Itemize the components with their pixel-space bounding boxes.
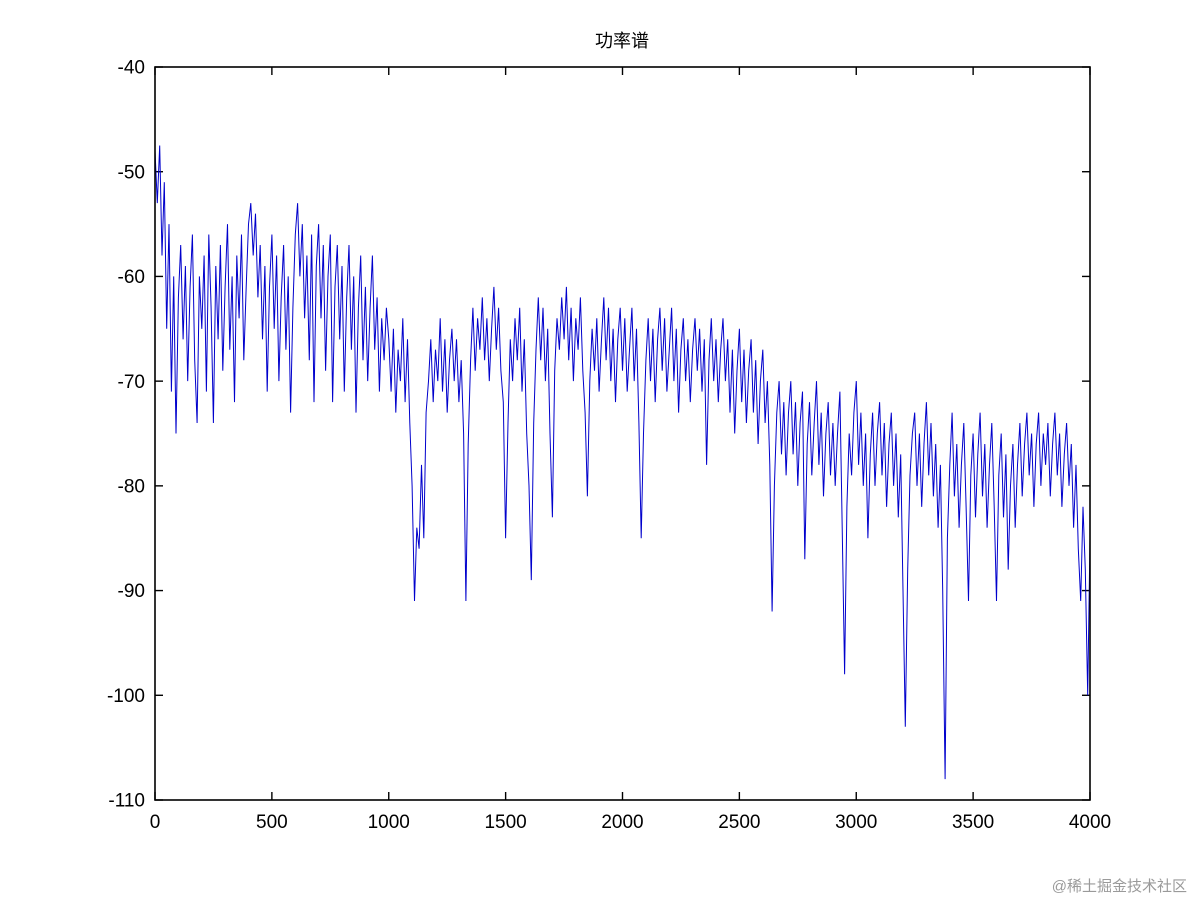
axis-tick-labels: 0 500 1000 1500 2000 2500 3000 3500 4000 -110 -100… — [107, 58, 1111, 833]
x-tick-label: 2500 — [718, 812, 760, 833]
y-tick-label: -80 — [118, 477, 145, 498]
x-tick-label: 3500 — [952, 812, 994, 833]
plot-area-box — [154, 66, 1091, 801]
spectrum-line — [154, 145, 1091, 780]
y-tick-label: -70 — [118, 372, 145, 393]
x-tick-label: 500 — [256, 812, 288, 833]
chart-title: 功率谱 — [595, 31, 649, 51]
x-tick-label: 3000 — [835, 812, 877, 833]
y-tick-label: -60 — [118, 267, 145, 288]
y-tick-label: -100 — [107, 686, 145, 707]
y-tick-label: -110 — [108, 791, 145, 812]
axis-tick-marks — [154, 66, 1091, 801]
x-tick-label: 2000 — [601, 812, 643, 833]
x-tick-label: 1000 — [368, 812, 410, 833]
y-tick-label: -40 — [118, 58, 145, 79]
x-tick-label: 4000 — [1069, 812, 1111, 833]
y-tick-label: -50 — [118, 162, 145, 183]
watermark: @稀土掘金技术社区 — [1051, 878, 1187, 895]
x-tick-label: 0 — [150, 812, 161, 833]
x-tick-label: 1500 — [484, 812, 526, 833]
y-tick-label: -90 — [118, 581, 145, 602]
